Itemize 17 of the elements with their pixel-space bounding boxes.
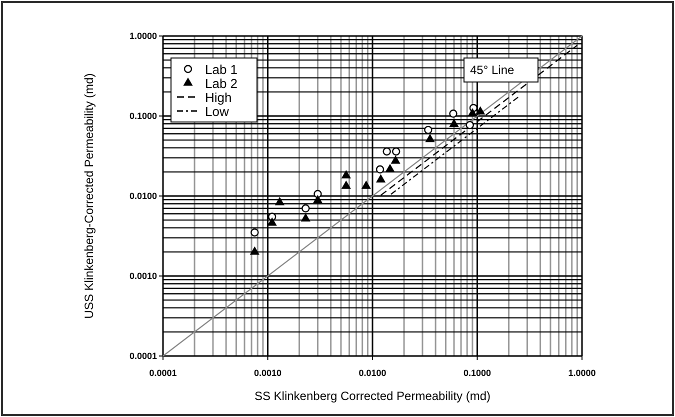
y-tick-label: 0.0010 xyxy=(129,271,157,281)
y-tick-label: 0.0001 xyxy=(129,351,157,361)
x-tick-label: 0.0100 xyxy=(358,368,386,378)
y-tick-label: 0.0100 xyxy=(129,191,157,201)
legend-label: Lab 2 xyxy=(205,76,238,91)
legend-label: Low xyxy=(205,104,230,119)
x-tick-label: 0.0010 xyxy=(254,368,282,378)
legend-label: High xyxy=(205,90,232,105)
x-axis-title: SS Klinkenberg Corrected Permeability (md) xyxy=(254,389,491,403)
legend-label: Lab 1 xyxy=(205,62,238,77)
series-label: 45° Line xyxy=(470,63,514,77)
y-tick-label: 1.0000 xyxy=(129,31,157,41)
x-tick-label: 0.0001 xyxy=(149,368,177,378)
x-tick-label: 1.0000 xyxy=(568,368,596,378)
y-tick-label: 0.1000 xyxy=(129,111,157,121)
y-axis-title: USS Klinkenberg-Corrected Permeability (md) xyxy=(82,73,96,319)
x-tick-label: 0.1000 xyxy=(463,368,492,378)
